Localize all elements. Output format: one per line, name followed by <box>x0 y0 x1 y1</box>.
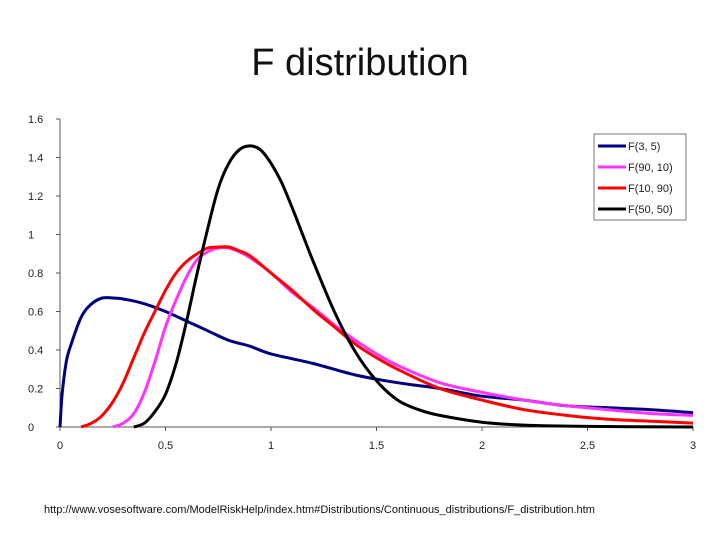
legend-label: F(50, 50) <box>628 204 673 216</box>
y-tick-label: 0 <box>28 422 34 434</box>
y-tick-label: 1.2 <box>28 191 43 203</box>
y-tick-label: 0.6 <box>28 307 43 319</box>
x-tick-label: 2 <box>479 440 485 452</box>
legend-label: F(10, 90) <box>628 183 673 195</box>
y-tick-label: 1 <box>28 230 34 242</box>
series-line-4 <box>133 144 694 429</box>
legend-box <box>593 133 687 221</box>
y-tick-label: 0.4 <box>28 345 43 357</box>
x-tick-label: 2.5 <box>580 440 595 452</box>
x-tick-label: 3 <box>690 440 696 452</box>
y-tick-label: 0.8 <box>28 268 43 280</box>
series-layer <box>58 144 694 429</box>
x-tick-label: 0 <box>57 440 63 452</box>
series-line-2 <box>112 245 694 429</box>
legend-label: F(3, 5) <box>628 141 660 153</box>
legend-label: F(90, 10) <box>628 162 673 174</box>
chart-axes: 0 0.2 0.4 0.6 0.8 1 1.2 1.4 1.6 0 0.5 1 1.5 2 2.5 3 <box>28 114 696 452</box>
x-tick-label: 1 <box>268 440 274 452</box>
y-tick-label: 1.6 <box>28 114 43 126</box>
slide-title: F distribution <box>251 42 469 84</box>
y-tick-label: 0.2 <box>28 384 43 396</box>
source-url: http://www.vosesoftware.com/ModelRiskHel… <box>44 504 595 516</box>
y-tick-label: 1.4 <box>28 153 43 165</box>
chart-legend: F(3, 5) F(90, 10) F(10, 90) F(50, 50) <box>593 133 687 221</box>
x-tick-label: 0.5 <box>158 440 173 452</box>
x-tick-label: 1.5 <box>369 440 384 452</box>
series-line-3 <box>80 245 694 429</box>
